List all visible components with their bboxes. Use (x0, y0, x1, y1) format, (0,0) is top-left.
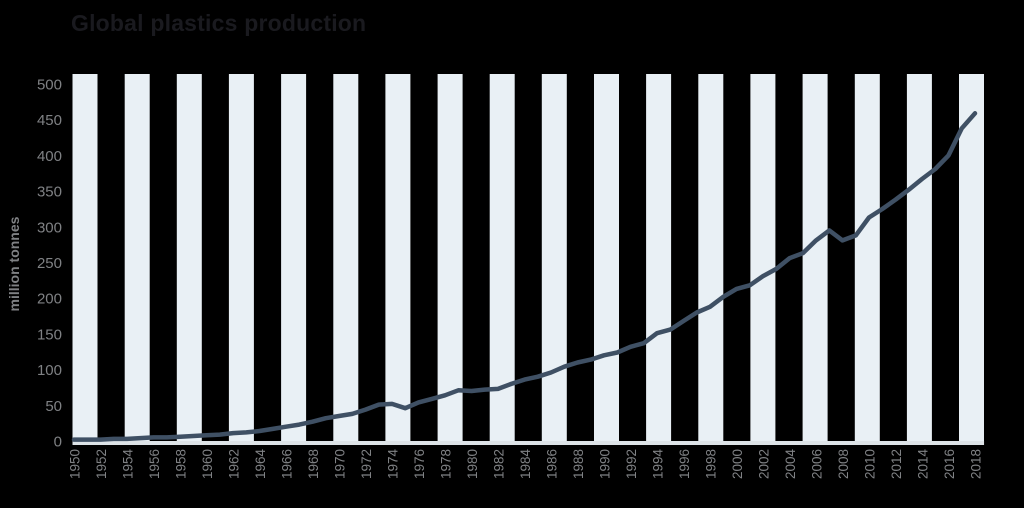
background-stripe (541, 74, 567, 441)
x-tick-label: 1990 (598, 449, 613, 479)
x-tick-label: 1950 (68, 449, 83, 479)
background-stripe (228, 74, 254, 441)
background-stripe (646, 74, 672, 441)
x-tick-label: 1972 (359, 449, 374, 479)
x-tick-label: 2006 (810, 449, 825, 479)
y-tick-label: 400 (37, 148, 62, 165)
background-stripe (333, 74, 359, 441)
y-tick-label: 200 (37, 291, 62, 308)
x-tick-label: 1962 (227, 449, 242, 479)
x-tick-label: 1966 (280, 449, 295, 479)
production-data-line (71, 111, 978, 442)
x-tick-label: 1998 (704, 449, 719, 479)
background-stripe (594, 74, 619, 441)
y-tick-label: 0 (54, 434, 62, 451)
y-tick-label: 100 (37, 362, 62, 379)
x-tick-label: 1996 (677, 449, 692, 479)
x-axis-line (72, 441, 985, 445)
y-tick-label: 300 (37, 219, 62, 236)
x-tick-label: 2012 (889, 449, 904, 479)
x-tick-label: 2018 (969, 449, 984, 479)
x-tick-label: 1978 (439, 449, 454, 479)
background-stripe (802, 74, 828, 441)
chart-title: Global plastics production (71, 10, 367, 36)
background-stripe (854, 74, 880, 441)
y-tick-label: 350 (37, 184, 62, 201)
x-tick-label: 2010 (863, 449, 878, 479)
x-tick-label: 1958 (174, 449, 189, 479)
x-tick-label: 1988 (571, 449, 586, 479)
x-tick-label: 1970 (333, 449, 348, 479)
background-stripe (124, 74, 150, 441)
background-stripe (72, 74, 98, 441)
background-stripe (437, 74, 463, 441)
x-tick-label: 1976 (412, 449, 427, 479)
background-stripe (385, 74, 411, 441)
x-tick-label: 2016 (942, 449, 957, 479)
y-tick-label: 500 (37, 77, 62, 94)
x-tick-label: 1964 (253, 449, 268, 480)
background-stripe (698, 74, 724, 441)
background-stripe (959, 74, 984, 441)
x-tick-label: 1960 (200, 449, 215, 479)
x-tick-label: 1980 (465, 449, 480, 479)
x-tick-label: 1956 (147, 449, 162, 479)
x-tick-label: 2008 (836, 449, 851, 479)
background-stripe (906, 74, 932, 441)
background-stripe (281, 74, 307, 441)
background-stripe (750, 74, 776, 441)
x-tick-label: 1952 (94, 449, 109, 479)
background-stripe (176, 74, 202, 441)
x-tick-label: 2004 (783, 449, 798, 480)
x-tick-label: 1982 (492, 449, 507, 479)
background-stripe (489, 74, 515, 441)
y-tick-label: 450 (37, 112, 62, 129)
x-tick-label: 1994 (651, 449, 666, 480)
x-tick-label: 1974 (386, 449, 401, 480)
x-tick-label: 1992 (624, 449, 639, 479)
x-tick-label: 1954 (121, 449, 136, 480)
x-tick-label: 2014 (916, 449, 931, 480)
x-tick-label: 1968 (306, 449, 321, 479)
y-tick-label: 250 (37, 255, 62, 272)
y-tick-label: 50 (45, 398, 62, 415)
x-tick-label: 1984 (518, 449, 533, 480)
x-tick-label: 2002 (757, 449, 772, 479)
y-tick-label: 150 (37, 326, 62, 343)
x-tick-label: 2000 (730, 449, 745, 479)
x-tick-label: 1986 (545, 449, 560, 479)
